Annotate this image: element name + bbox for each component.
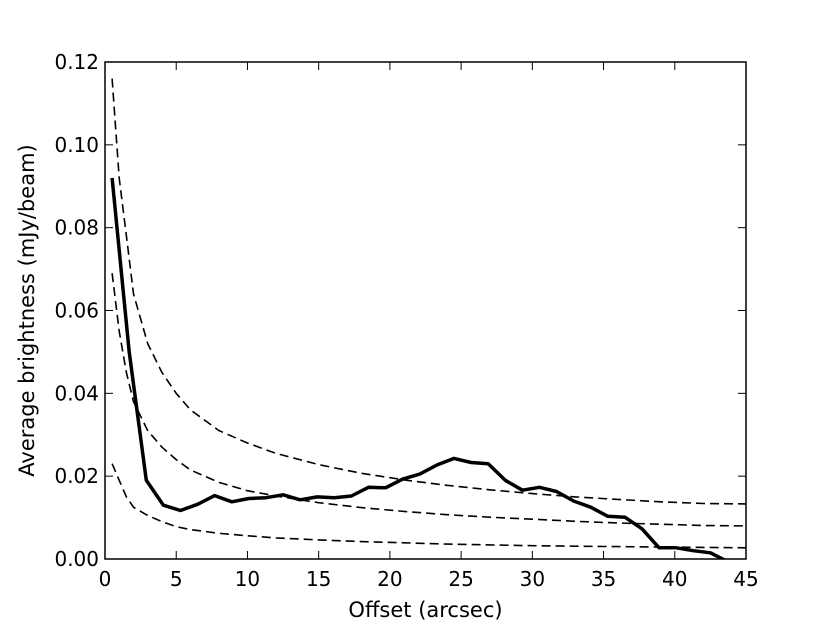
x-tick-label: 40: [662, 567, 687, 591]
x-tick-label: 30: [520, 567, 545, 591]
x-tick-label: 0: [99, 567, 112, 591]
x-tick-label: 25: [448, 567, 473, 591]
x-axis-title: Offset (arcsec): [348, 598, 502, 622]
y-tick-label: 0.00: [54, 547, 99, 571]
y-tick-label: 0.10: [54, 133, 99, 157]
x-tick-label: 5: [170, 567, 183, 591]
brightness-profile-line: [110, 177, 727, 559]
axis-ticks: 0 5 10 15 20 25 30 35 40 45 0.00 0.02 0.04 0.06 0.08 0.…: [54, 50, 758, 591]
x-tick-label: 15: [306, 567, 331, 591]
x-tick-label: 35: [591, 567, 616, 591]
x-tick-label: 20: [377, 567, 402, 591]
y-tick-label: 0.04: [54, 381, 99, 405]
y-tick-label: 0.12: [54, 50, 99, 74]
x-tick-label: 10: [235, 567, 260, 591]
y-axis-title: Average brightness (mJy/beam): [15, 144, 39, 476]
y-tick-label: 0.02: [54, 464, 99, 488]
series-layer: [110, 78, 746, 559]
dashed-reference-curve-3: [111, 463, 746, 549]
y-tick-label: 0.06: [54, 299, 99, 323]
dashed-reference-curve-1: [111, 78, 746, 505]
x-tick-label: 45: [733, 567, 758, 591]
y-tick-label: 0.08: [54, 216, 99, 240]
dashed-reference-curve-2: [111, 273, 746, 527]
plot-area-frame: [104, 61, 747, 560]
